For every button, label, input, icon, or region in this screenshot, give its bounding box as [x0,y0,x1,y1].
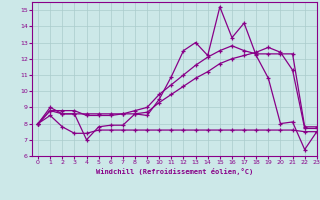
X-axis label: Windchill (Refroidissement éolien,°C): Windchill (Refroidissement éolien,°C) [96,168,253,175]
